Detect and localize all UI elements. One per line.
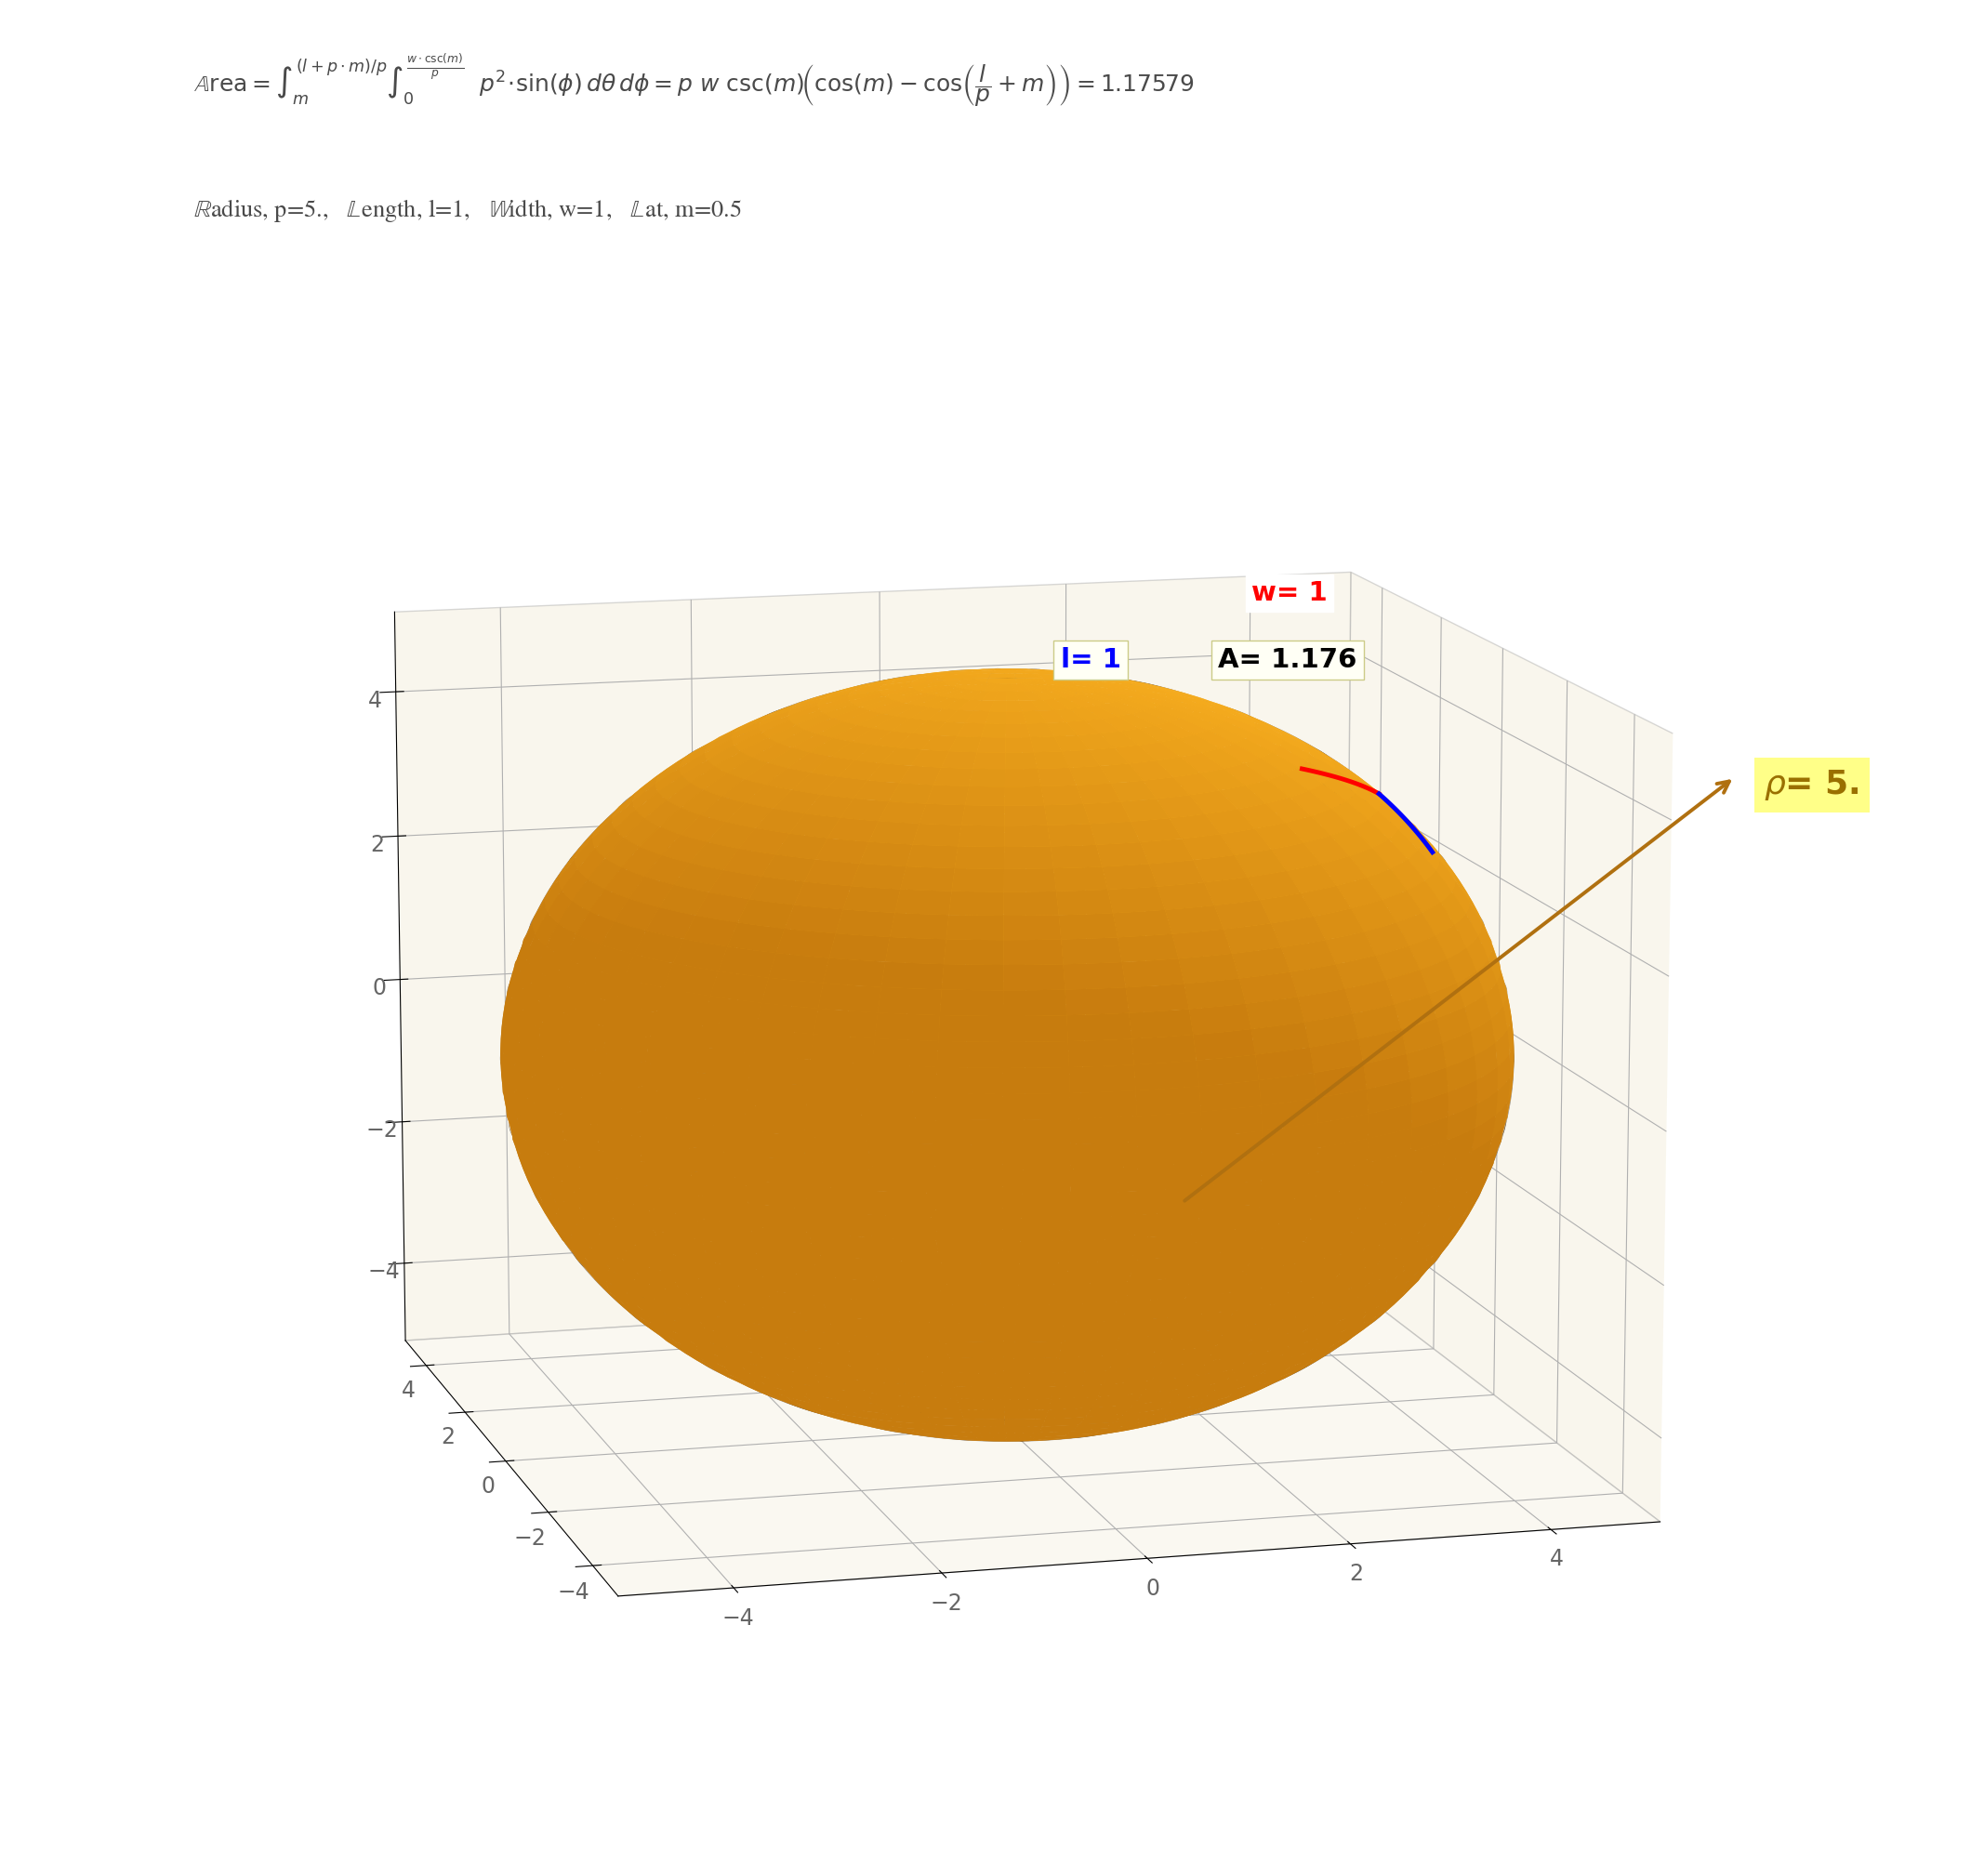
Text: $\mathbb{R}$adius, p=5.,   $\mathbb{L}$ength, l=1,   $\mathbb{W}$idth, w=1,   $\: $\mathbb{R}$adius, p=5., $\mathbb{L}$eng… <box>193 197 741 225</box>
Text: $\mathbb{A}\mathrm{rea}=$$\int_{m}^{(l+p\cdot m)/p}$$\int_{0}^{\frac{w\cdot\csc(: $\mathbb{A}\mathrm{rea}=$$\int_{m}^{(l+p… <box>193 53 1194 109</box>
Text: l= 1: l= 1 <box>1060 647 1121 673</box>
Text: $\rho$= 5.: $\rho$= 5. <box>1764 767 1861 803</box>
Text: A= 1.176: A= 1.176 <box>1218 647 1356 673</box>
Text: w= 1: w= 1 <box>1252 580 1328 606</box>
